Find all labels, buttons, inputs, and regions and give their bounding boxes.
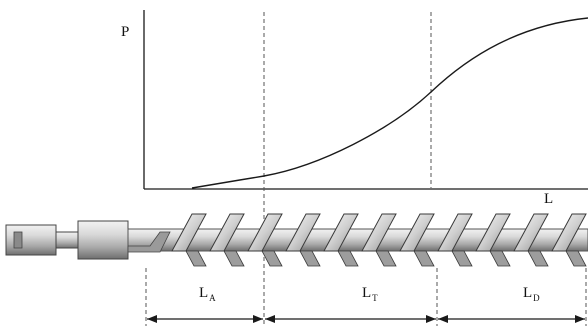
zone-dimensions: [147, 315, 585, 323]
screw-flight: [437, 213, 473, 252]
zone-label-metering-sub: D: [533, 293, 540, 303]
screw-flight-underside: [565, 250, 587, 267]
screw-flight-underside: [527, 250, 549, 267]
zone-label-feed: LA: [199, 285, 216, 303]
screw-drive-end: [5, 224, 57, 256]
screw-flight: [361, 213, 397, 252]
screw-flight: [285, 213, 321, 252]
screw-flight: [513, 213, 549, 252]
screw-flight-underside: [261, 250, 283, 267]
zone-label-feed-letter: L: [199, 285, 209, 301]
screw-flight-underside: [299, 250, 321, 267]
screw-flight-underside: [375, 250, 397, 267]
screw-flight: [475, 213, 511, 252]
screw-feed-notch: [127, 231, 171, 253]
screw-flight-underside: [413, 250, 435, 267]
zone-label-metering-letter: L: [523, 285, 533, 301]
y-axis-label: P: [121, 24, 130, 40]
dimension-arrowhead: [575, 315, 585, 323]
screw-flight-underside: [489, 250, 511, 267]
dimension-arrowhead: [147, 315, 157, 323]
zone-label-transition: LT: [362, 285, 378, 303]
screw-flight: [399, 213, 435, 252]
screw-flight-underside: [223, 250, 245, 267]
x-axis-label: L: [544, 191, 554, 207]
zone-label-feed-sub: A: [209, 293, 216, 303]
screw-flight: [171, 213, 207, 252]
zone-label-transition-letter: L: [362, 285, 372, 301]
screw-flight-underside: [185, 250, 207, 267]
dimension-arrowhead: [438, 315, 448, 323]
screw-flight: [551, 213, 587, 252]
zone-label-metering: LD: [523, 285, 540, 303]
screw-flight: [247, 213, 283, 252]
screw-flight-underside: [337, 250, 359, 267]
screw-collar: [13, 231, 23, 249]
screw-hopper-block: [77, 220, 129, 260]
extruder-screw: [5, 213, 588, 267]
screw-flight: [209, 213, 245, 252]
screw-flights: [171, 213, 587, 267]
zone-label-transition-sub: T: [372, 293, 378, 303]
dimension-arrowhead: [253, 315, 263, 323]
screw-neck: [55, 231, 79, 249]
dimension-arrowhead: [265, 315, 275, 323]
dimension-arrowhead: [426, 315, 436, 323]
screw-flight-underside: [451, 250, 473, 267]
screw-flight: [323, 213, 359, 252]
pressure-curve: [191, 17, 588, 189]
screw-shaft: [127, 228, 588, 252]
